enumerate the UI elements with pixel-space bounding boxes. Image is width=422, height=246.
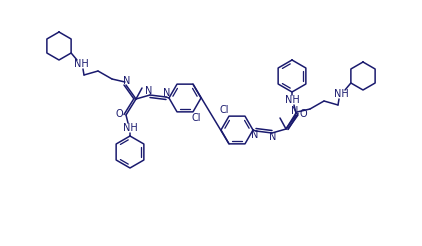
Text: N: N: [291, 106, 299, 116]
Text: O: O: [299, 109, 307, 119]
Text: O: O: [115, 109, 123, 119]
Text: NH: NH: [334, 89, 349, 99]
Text: N: N: [163, 88, 170, 98]
Text: N: N: [145, 86, 153, 96]
Text: NH: NH: [123, 123, 138, 133]
Text: NH: NH: [284, 95, 299, 105]
Text: NH: NH: [73, 59, 88, 69]
Text: N: N: [269, 132, 277, 142]
Text: N: N: [252, 130, 259, 140]
Text: Cl: Cl: [191, 113, 201, 123]
Text: N: N: [123, 76, 131, 86]
Text: Cl: Cl: [219, 105, 229, 115]
